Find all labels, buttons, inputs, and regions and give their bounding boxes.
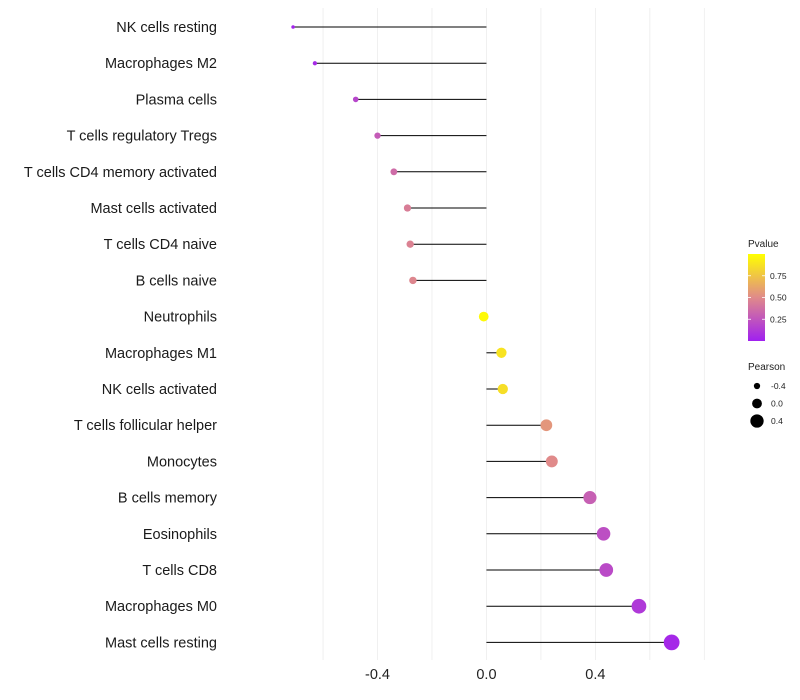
- data-point: [599, 563, 614, 577]
- data-point: [596, 527, 611, 541]
- category-label: Neutrophils: [144, 310, 217, 326]
- data-point: [583, 491, 597, 505]
- x-tick-label: 0.4: [585, 667, 605, 683]
- data-point: [403, 204, 412, 212]
- category-label: Mast cells activated: [90, 201, 217, 217]
- data-point: [406, 240, 414, 248]
- data-point: [540, 419, 553, 432]
- grid: [322, 8, 705, 660]
- category-label: T cells CD4 naive: [104, 237, 217, 253]
- size-legend-label: -0.4: [771, 381, 786, 391]
- data-point: [390, 168, 398, 176]
- colorbar-tick-label: 0.25: [770, 314, 787, 324]
- size-legend-dot: [753, 382, 761, 390]
- category-label: T cells CD4 memory activated: [24, 165, 217, 181]
- category-labels: NK cells resting Macrophages M2 Plasma cel…: [24, 20, 218, 651]
- category-label: NK cells activated: [102, 382, 217, 398]
- category-label: T cells follicular helper: [74, 418, 217, 434]
- pearson-legend: Pearson -0.4 0.0 0.4: [748, 362, 786, 428]
- pvalue-colorbar: [748, 254, 765, 341]
- data-point: [631, 598, 647, 614]
- data-point: [663, 634, 680, 651]
- category-label: Plasma cells: [136, 92, 217, 108]
- category-label: Macrophages M0: [105, 599, 217, 615]
- category-label: Mast cells resting: [105, 635, 217, 651]
- data-point: [312, 61, 318, 66]
- category-label: T cells CD8: [142, 563, 217, 579]
- pvalue-legend: Pvalue 0.75 0.50 0.25: [748, 239, 787, 341]
- category-label: T cells regulatory Tregs: [67, 129, 217, 145]
- category-label: Macrophages M2: [105, 56, 217, 72]
- pearson-legend-title: Pearson: [748, 362, 785, 373]
- data-point: [545, 455, 558, 468]
- data-point: [478, 311, 489, 322]
- size-legend-dot: [752, 398, 762, 409]
- colorbar-tick-label: 0.75: [770, 271, 787, 281]
- data-point: [497, 383, 508, 395]
- x-tick-label: -0.4: [365, 667, 390, 683]
- data-point: [409, 276, 417, 285]
- category-label: Macrophages M1: [105, 346, 217, 362]
- data-point: [374, 132, 381, 139]
- x-tick-label: 0.0: [476, 667, 496, 683]
- category-label: B cells naive: [136, 273, 217, 289]
- x-axis-ticks: -0.4 0.0 0.4: [365, 667, 605, 683]
- data-point: [352, 96, 359, 103]
- dots: [291, 25, 680, 651]
- size-legend-label: 0.4: [771, 416, 783, 426]
- size-legend-dot: [750, 414, 764, 428]
- stems: [293, 26, 672, 643]
- data-point: [496, 347, 507, 358]
- colorbar-tick-label: 0.50: [770, 293, 787, 303]
- category-label: B cells memory: [118, 491, 218, 507]
- data-point: [291, 25, 295, 29]
- category-label: Eosinophils: [143, 527, 217, 543]
- size-legend-label: 0.0: [771, 399, 783, 409]
- category-label: Monocytes: [147, 454, 217, 470]
- pvalue-legend-title: Pvalue: [748, 239, 779, 250]
- category-label: NK cells resting: [116, 20, 217, 36]
